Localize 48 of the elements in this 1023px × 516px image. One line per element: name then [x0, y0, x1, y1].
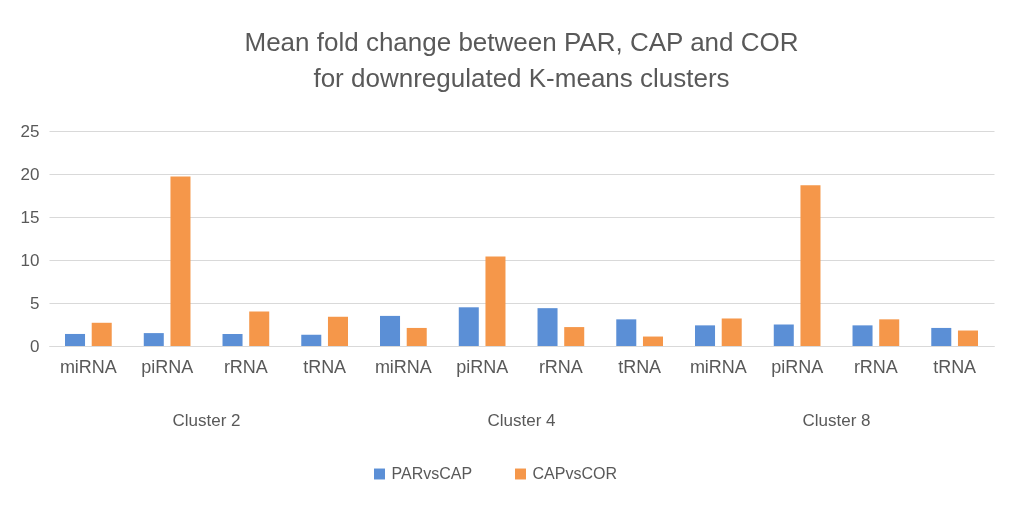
- y-tick-label: 10: [20, 250, 40, 270]
- bar: [380, 315, 401, 346]
- bar: [564, 327, 585, 346]
- text: Cluster 2: [172, 411, 241, 430]
- y-tick-label: 5: [30, 293, 40, 313]
- bar: [879, 319, 900, 346]
- x-tick-label: rRNA: [538, 356, 583, 377]
- x-tick-label: tRNA: [303, 356, 347, 377]
- y-tick-label: 15: [20, 207, 40, 227]
- bar: [406, 327, 427, 346]
- bar: [458, 307, 479, 346]
- bar: [170, 176, 191, 346]
- x-tick-label: miRNA: [59, 356, 117, 377]
- x-tick-label: rRNA: [223, 356, 268, 377]
- legend-label: PARvsCAP: [391, 465, 473, 482]
- bar: [721, 318, 742, 346]
- x-tick-label: tRNA: [618, 356, 662, 377]
- bar: [800, 185, 821, 346]
- x-tick-label: miRNA: [689, 356, 747, 377]
- bar: [931, 327, 952, 346]
- bar: [642, 336, 663, 346]
- y-tick-label: 25: [20, 121, 40, 141]
- bar: [143, 333, 164, 346]
- y-tick-label: 0: [30, 336, 40, 356]
- bar: [616, 319, 637, 346]
- bar: [852, 325, 873, 346]
- chart-title: Mean fold change between PAR, CAP and COR for downregulated K-means clusters: [244, 27, 799, 93]
- x-tick-label: piRNA: [771, 356, 824, 377]
- x-tick-label: tRNA: [933, 356, 977, 377]
- bar: [91, 322, 112, 346]
- bar: [537, 308, 558, 346]
- bar: [957, 330, 978, 346]
- bar: [327, 316, 348, 346]
- y-tick-label: 20: [20, 164, 40, 184]
- text: Cluster 4: [487, 411, 556, 430]
- bar: [249, 311, 270, 346]
- bar: [773, 324, 794, 346]
- x-tick-label: rRNA: [853, 356, 898, 377]
- bar: [485, 256, 506, 346]
- bar: [65, 333, 86, 346]
- x-tick-label: piRNA: [141, 356, 194, 377]
- legend-label: CAPvsCOR: [532, 465, 617, 482]
- x-tick-label: piRNA: [456, 356, 509, 377]
- bar: [301, 334, 322, 346]
- x-tick-label: miRNA: [374, 356, 432, 377]
- text: Cluster 8: [802, 411, 871, 430]
- bar: [222, 333, 243, 346]
- bar: [695, 325, 716, 346]
